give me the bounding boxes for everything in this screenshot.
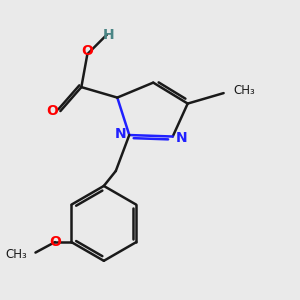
Text: H: H xyxy=(103,28,114,42)
Text: O: O xyxy=(49,235,61,249)
Text: O: O xyxy=(81,44,93,58)
Text: CH₃: CH₃ xyxy=(5,248,27,261)
Text: N: N xyxy=(115,127,126,140)
Text: N: N xyxy=(176,131,188,145)
Text: CH₃: CH₃ xyxy=(233,84,255,97)
Text: O: O xyxy=(46,104,58,118)
